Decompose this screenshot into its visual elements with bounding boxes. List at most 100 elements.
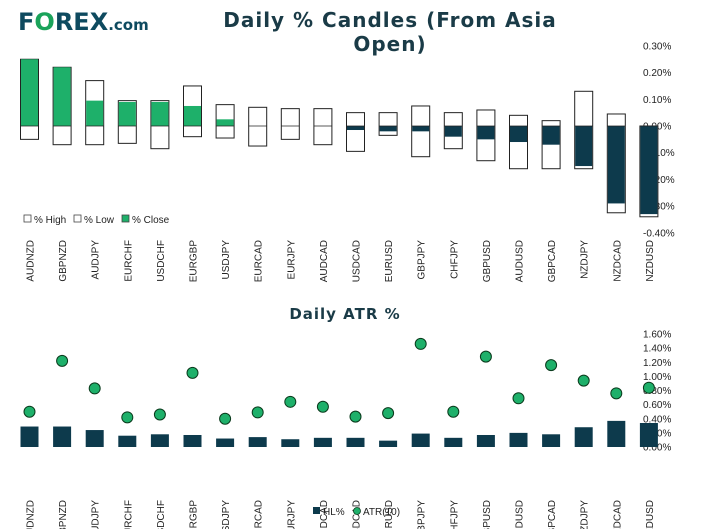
- candles-x-label: USDCAD: [352, 240, 363, 282]
- atr-marker-usdchf: [153, 408, 166, 421]
- candles-y-tick: 0.20%: [643, 68, 671, 79]
- atr-marker-usdjpy: [219, 412, 232, 425]
- atr-legend-label: ATR(10): [363, 507, 400, 518]
- atr-x-label: AUDNZD: [26, 500, 37, 529]
- hl-bar-gbpnzd: [53, 426, 72, 447]
- atr-marker-nzdcad: [610, 387, 623, 400]
- hl-bar-gbpusd: [476, 434, 495, 447]
- candles-y-tick: -0.40%: [643, 228, 675, 239]
- atr-marker-audjpy: [88, 382, 101, 395]
- candle-close-usdchf: [151, 101, 169, 126]
- candles-legend-swatch: [121, 214, 130, 223]
- candles-y-tick: -0.30%: [643, 202, 675, 213]
- hl-bar-nzdcad: [607, 420, 626, 447]
- candle-range-usdcad: [346, 112, 365, 152]
- hl-bar-gbpcad: [542, 434, 561, 447]
- candle-close-audnzd: [21, 59, 38, 126]
- candles-legend-label: % Close: [132, 215, 170, 226]
- atr-marker-gbpnzd: [56, 354, 69, 367]
- candle-close-gbpnzd: [53, 67, 71, 126]
- hl-bar-usdchf: [150, 434, 169, 447]
- atr-marker-nzdjpy: [577, 374, 590, 387]
- atr-legend-swatch-hl: [313, 507, 320, 514]
- candle-close-audusd: [510, 126, 527, 143]
- atr-x-label: EURUSD: [384, 500, 395, 529]
- hl-bar-eurchf: [118, 435, 137, 447]
- atr-x-label: AUDJPY: [91, 500, 102, 529]
- atr-y-tick: 0.40%: [643, 414, 671, 425]
- candle-range-audcad: [313, 108, 333, 146]
- atr-x-label: GBPNZD: [58, 500, 69, 529]
- candle-close-gbpusd: [477, 126, 495, 140]
- candle-close-nzdusd: [640, 126, 658, 215]
- atr-marker-usdcad: [349, 410, 362, 423]
- candle-close-usdcad: [347, 126, 364, 131]
- candles-x-label: GBPCAD: [547, 240, 558, 282]
- hl-bar-audcad: [313, 437, 332, 447]
- atr-x-label: CHFJPY: [449, 500, 460, 529]
- candle-close-chfjpy: [444, 126, 462, 137]
- candles-y-tick: -0.20%: [643, 175, 675, 186]
- hl-bar-nzdusd: [639, 422, 658, 447]
- hl-bar-eurgbp: [183, 434, 202, 447]
- atr-x-label: AUDCAD: [319, 500, 330, 529]
- atr-marker-eurjpy: [284, 395, 297, 408]
- candles-x-label: EURJPY: [286, 240, 297, 280]
- atr-x-label: EURGBP: [189, 500, 200, 529]
- hl-bar-chfjpy: [444, 437, 463, 447]
- candle-close-nzdcad: [607, 126, 625, 204]
- atr-x-label: NZDUSD: [645, 500, 656, 529]
- atr-marker-audnzd: [23, 405, 36, 418]
- hl-bar-eurjpy: [281, 439, 300, 447]
- candle-range-eurjpy: [280, 108, 300, 140]
- atr-marker-chfjpy: [447, 405, 460, 418]
- atr-marker-gbpcad: [545, 359, 558, 372]
- atr-marker-eurchf: [121, 411, 134, 424]
- candles-x-label: NZDJPY: [580, 240, 591, 279]
- candle-close-audjpy: [86, 100, 104, 126]
- atr-y-tick: 0.60%: [643, 400, 671, 411]
- atr-y-tick: 0.00%: [643, 443, 671, 454]
- hl-bar-usdjpy: [216, 438, 235, 447]
- candles-y-tick: 0.30%: [643, 41, 671, 52]
- candle-close-eurchf: [118, 101, 136, 126]
- atr-x-label: EURJPY: [286, 500, 297, 529]
- candles-x-label: NZDCAD: [612, 240, 623, 282]
- atr-legend-swatch-atr: [353, 507, 361, 515]
- candles-x-label: EURUSD: [384, 240, 395, 282]
- candle-close-gbpcad: [542, 126, 560, 145]
- atr-x-label: EURCHF: [123, 500, 134, 529]
- hl-bar-audusd: [509, 432, 528, 447]
- candles-x-label: EURCHF: [123, 240, 134, 282]
- candles-x-label: AUDNZD: [26, 240, 37, 282]
- atr-x-label: NZDCAD: [612, 500, 623, 529]
- candle-close-gbpjpy: [412, 126, 430, 132]
- candles-legend-label: % High: [34, 215, 66, 226]
- atr-x-label: GBPJPY: [417, 500, 428, 529]
- candle-range-eurusd: [378, 112, 398, 136]
- atr-marker-eurusd: [382, 407, 395, 420]
- candles-x-label: USDJPY: [221, 240, 232, 280]
- candles-x-label: GBPUSD: [482, 240, 493, 282]
- candles-x-label: EURCAD: [254, 240, 265, 282]
- candle-range-eurcad: [248, 106, 268, 147]
- atr-x-label: EURCAD: [254, 500, 265, 529]
- hl-bar-audjpy: [85, 430, 104, 447]
- candle-close-eurusd: [379, 126, 397, 132]
- candles-legend-swatch: [73, 214, 82, 223]
- candles-x-label: USDCHF: [156, 240, 167, 282]
- atr-y-tick: 1.60%: [643, 330, 671, 341]
- candles-y-tick: 0.10%: [643, 95, 671, 106]
- candle-close-nzdjpy: [575, 126, 593, 167]
- hl-bar-gbpjpy: [411, 433, 430, 447]
- hl-bar-eurcad: [248, 437, 267, 447]
- atr-marker-audcad: [316, 400, 329, 413]
- candles-x-label: AUDUSD: [515, 240, 526, 282]
- atr-marker-audusd: [512, 392, 525, 405]
- candles-y-tick: -0.10%: [643, 148, 675, 159]
- candles-x-label: GBPJPY: [417, 240, 428, 280]
- atr-marker-eurgbp: [186, 366, 199, 379]
- atr-chart-title: Daily ATR %: [289, 305, 401, 323]
